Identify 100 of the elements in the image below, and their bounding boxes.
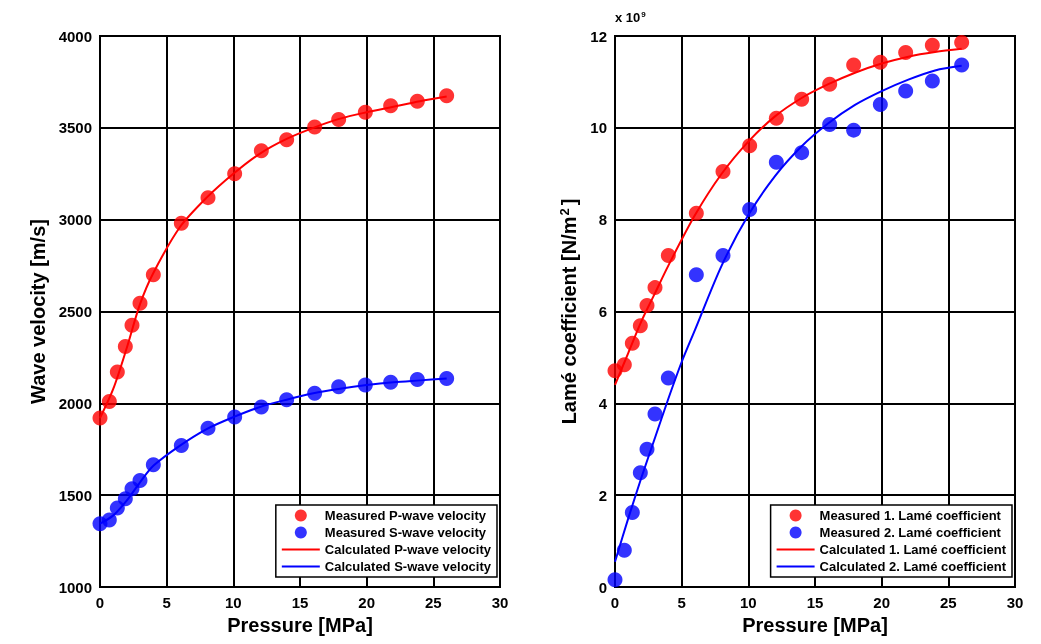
x-tick-label: 15 (806, 594, 824, 611)
y-tick-label: 3000 (58, 211, 92, 229)
y-tick-label: 3500 (58, 119, 92, 137)
x-tick-label: 25 (424, 594, 442, 611)
point (145, 457, 161, 473)
point (616, 357, 632, 373)
point (632, 465, 648, 481)
point (715, 247, 731, 263)
point (846, 122, 862, 138)
point (624, 335, 640, 351)
x-tick-label: 15 (291, 594, 309, 611)
point (647, 280, 663, 296)
point (688, 205, 704, 221)
x-tick-label: 20 (873, 594, 891, 611)
point (607, 572, 623, 588)
legend-label: Calculated S-wave velocity (324, 559, 492, 574)
legend-label: Measured 1. Lamé coefficient (819, 508, 1002, 523)
y-tick-label: 2 (598, 486, 607, 504)
point (624, 505, 640, 521)
point (383, 374, 399, 390)
point (898, 45, 914, 61)
point (639, 298, 655, 314)
point (409, 371, 425, 387)
point (794, 145, 810, 161)
point (846, 57, 862, 73)
x-tick-label: 5 (162, 594, 171, 611)
y-tick-label: 2500 (58, 303, 92, 320)
point (954, 34, 970, 50)
point (439, 371, 455, 387)
point (924, 37, 940, 53)
x-tick-label: 0 (95, 594, 105, 611)
y-tick-label: 6 (598, 303, 607, 320)
point (822, 117, 838, 133)
point (200, 420, 216, 436)
point (616, 542, 632, 558)
y-tick-label: 10 (590, 119, 607, 137)
point (357, 377, 373, 393)
point (307, 119, 323, 135)
point (145, 267, 161, 283)
x-tick-label: 30 (1006, 594, 1024, 611)
point (92, 410, 108, 426)
legend-label: Measured 2. Lamé coefficient (819, 525, 1002, 540)
point (715, 163, 731, 179)
point (331, 112, 347, 128)
point (109, 364, 125, 380)
y-tick-label: 2000 (58, 394, 92, 412)
x-tick-label: 10 (224, 594, 242, 611)
point (898, 83, 914, 99)
y-axis-title: Wave velocity [m/s] (26, 219, 49, 404)
point (924, 73, 940, 89)
x-tick-label: 25 (939, 594, 957, 611)
point (132, 295, 148, 311)
y-tick-label: 8 (598, 211, 607, 229)
point (872, 54, 888, 70)
legend-label: Measured P-wave velocity (324, 508, 487, 523)
y-tick-label: 12 (590, 27, 607, 45)
x-axis-title: Pressure [MPa] (227, 613, 373, 636)
point (253, 143, 269, 159)
x-axis-title: Pressure [MPa] (742, 613, 888, 636)
point (173, 438, 189, 454)
point (660, 370, 676, 386)
point (383, 98, 399, 114)
point (253, 399, 269, 415)
y-tick-label: 1500 (58, 486, 92, 504)
x-tick-label: 5 (677, 594, 686, 611)
point (954, 57, 970, 73)
point (742, 202, 758, 218)
point (200, 190, 216, 206)
point (227, 409, 243, 425)
point (632, 318, 648, 334)
legend-label: Calculated P-wave velocity (324, 542, 492, 557)
point (439, 88, 455, 104)
point (101, 394, 117, 409)
legend-label: Calculated 2. Lamé coefficient (819, 559, 1007, 574)
point (639, 441, 655, 457)
point (307, 385, 323, 401)
y-tick-label: 1000 (58, 578, 92, 596)
legend-label: Calculated 1. Lamé coefficient (819, 542, 1007, 557)
point (117, 338, 133, 354)
point (742, 138, 758, 154)
point (660, 247, 676, 263)
y-tick-label: 0 (598, 578, 607, 596)
legend-label: Measured S-wave velocity (324, 525, 487, 540)
point (331, 379, 347, 395)
point (647, 406, 663, 422)
x-tick-label: 30 (491, 594, 509, 611)
y-tick-label: 4000 (58, 27, 92, 45)
x-tick-label: 0 (610, 594, 620, 611)
y-tick-label: 4 (598, 394, 608, 412)
x-tick-label: 10 (739, 594, 757, 611)
point (124, 317, 140, 333)
point (357, 104, 373, 120)
x-tick-label: 20 (358, 594, 376, 611)
point (794, 91, 810, 107)
point (173, 215, 189, 231)
point (227, 166, 243, 182)
y-axis-title: Lamé coefficient [N/m2] (556, 198, 581, 425)
point (822, 76, 838, 92)
point (279, 132, 295, 148)
point (688, 267, 704, 283)
